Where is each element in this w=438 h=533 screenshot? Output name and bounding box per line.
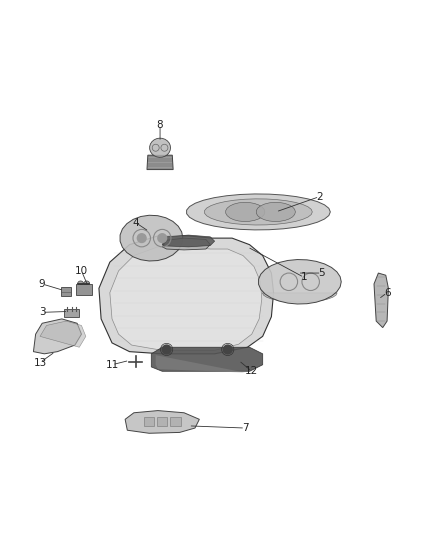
Text: 8: 8 xyxy=(157,119,163,130)
Polygon shape xyxy=(258,260,341,304)
Polygon shape xyxy=(162,238,210,250)
Polygon shape xyxy=(40,321,86,348)
Polygon shape xyxy=(205,199,312,225)
Polygon shape xyxy=(61,287,71,296)
Polygon shape xyxy=(78,281,84,284)
Polygon shape xyxy=(170,417,180,426)
Polygon shape xyxy=(157,417,167,426)
Polygon shape xyxy=(125,410,199,433)
Text: 4: 4 xyxy=(133,218,139,228)
Text: 3: 3 xyxy=(39,308,46,317)
Polygon shape xyxy=(262,293,337,302)
Polygon shape xyxy=(64,309,79,317)
Text: 11: 11 xyxy=(106,360,119,370)
Polygon shape xyxy=(144,417,154,426)
Polygon shape xyxy=(120,215,183,261)
Polygon shape xyxy=(226,203,265,222)
Polygon shape xyxy=(187,194,330,230)
Text: 13: 13 xyxy=(33,358,46,368)
Text: 5: 5 xyxy=(318,268,325,278)
Polygon shape xyxy=(374,273,389,328)
Text: 1: 1 xyxy=(301,272,307,282)
Polygon shape xyxy=(110,247,262,350)
Text: 10: 10 xyxy=(75,266,88,276)
Circle shape xyxy=(158,234,166,243)
Polygon shape xyxy=(99,236,274,354)
Polygon shape xyxy=(84,281,90,284)
Text: 7: 7 xyxy=(242,423,248,433)
Text: 12: 12 xyxy=(245,366,258,376)
Circle shape xyxy=(138,234,146,243)
Circle shape xyxy=(223,345,232,354)
Polygon shape xyxy=(147,155,173,169)
Polygon shape xyxy=(33,319,81,354)
Circle shape xyxy=(162,345,171,354)
Polygon shape xyxy=(256,203,295,222)
Polygon shape xyxy=(162,235,215,247)
Text: 6: 6 xyxy=(384,288,390,298)
Polygon shape xyxy=(151,348,263,372)
Polygon shape xyxy=(150,138,170,157)
Polygon shape xyxy=(155,355,245,373)
Text: 2: 2 xyxy=(316,192,323,201)
Text: 9: 9 xyxy=(39,279,46,289)
Polygon shape xyxy=(76,284,92,295)
